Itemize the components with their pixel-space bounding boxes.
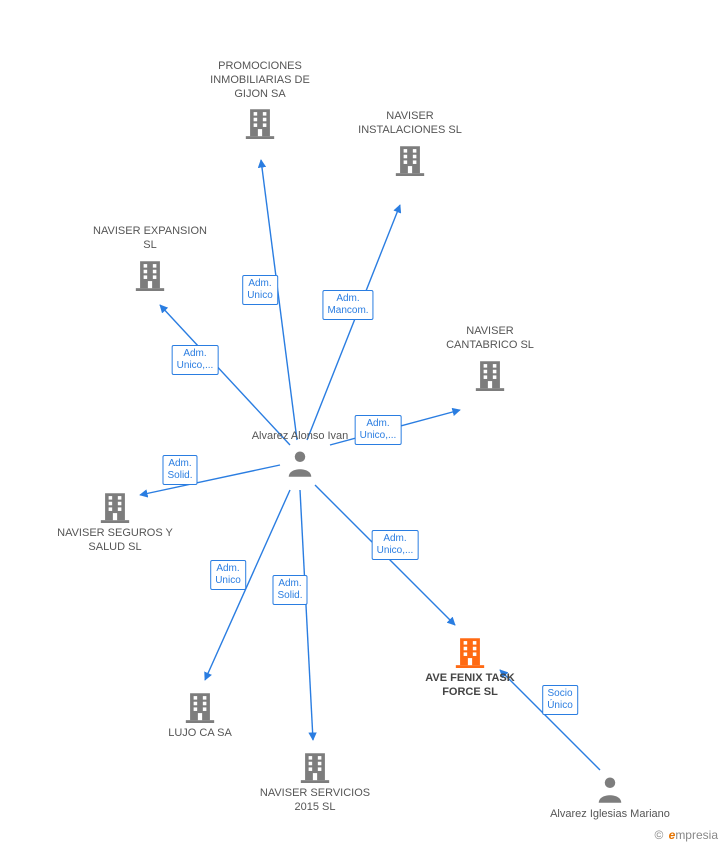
edge-line: [160, 305, 290, 445]
node-label: NAVISER INSTALACIONES SL: [350, 110, 470, 138]
node-label: PROMOCIONES INMOBILIARIAS DE GIJON SA: [200, 60, 320, 101]
node-expansion[interactable]: NAVISER EXPANSION SL: [90, 225, 210, 295]
node-servicios[interactable]: NAVISER SERVICIOS 2015 SL: [255, 745, 375, 815]
edge-label: Adm.Unico: [210, 560, 246, 590]
brand-rest: mpresia: [675, 828, 718, 842]
edge-label: Adm.Unico: [242, 275, 278, 305]
node-label: LUJO CA SA: [140, 727, 260, 741]
node-label: NAVISER CANTABRICO SL: [430, 325, 550, 353]
copyright-symbol: ©: [654, 828, 663, 842]
edge-label: SocioÚnico: [542, 685, 578, 715]
node-promociones[interactable]: PROMOCIONES INMOBILIARIAS DE GIJON SA: [200, 60, 320, 143]
node-mariano[interactable]: Alvarez Iglesias Mariano: [550, 770, 670, 822]
building-icon: [393, 142, 427, 176]
edge-label: Adm.Unico,...: [355, 415, 402, 445]
edge-line: [300, 490, 313, 740]
node-label: NAVISER SERVICIOS 2015 SL: [255, 787, 375, 815]
building-icon: [453, 634, 487, 668]
edge-label: Adm.Unico,...: [172, 345, 219, 375]
person-icon: [595, 774, 625, 804]
node-avefenix[interactable]: AVE FENIX TASK FORCE SL: [410, 630, 530, 700]
building-icon: [98, 489, 132, 523]
node-label: NAVISER EXPANSION SL: [90, 225, 210, 253]
node-lujo[interactable]: LUJO CA SA: [140, 685, 260, 741]
edge-label: Adm.Solid.: [272, 575, 307, 605]
node-label: Alvarez Iglesias Mariano: [550, 808, 670, 822]
building-icon: [243, 105, 277, 139]
edge-label: Adm.Solid.: [162, 455, 197, 485]
building-icon: [133, 257, 167, 291]
node-label: AVE FENIX TASK FORCE SL: [410, 672, 530, 700]
edge-label: Adm.Mancom.: [322, 290, 373, 320]
edge-label: Adm.Unico,...: [372, 530, 419, 560]
edge-line: [307, 205, 400, 440]
node-seguros[interactable]: NAVISER SEGUROS Y SALUD SL: [55, 485, 175, 555]
node-label: Alvarez Alonso Ivan: [240, 430, 360, 444]
watermark: © empresia: [654, 828, 718, 842]
node-label: NAVISER SEGUROS Y SALUD SL: [55, 527, 175, 555]
building-icon: [298, 749, 332, 783]
node-instalaciones[interactable]: NAVISER INSTALACIONES SL: [350, 110, 470, 180]
building-icon: [183, 689, 217, 723]
person-icon: [285, 448, 315, 478]
building-icon: [473, 357, 507, 391]
node-center[interactable]: Alvarez Alonso Ivan: [240, 430, 360, 482]
node-cantabrico[interactable]: NAVISER CANTABRICO SL: [430, 325, 550, 395]
